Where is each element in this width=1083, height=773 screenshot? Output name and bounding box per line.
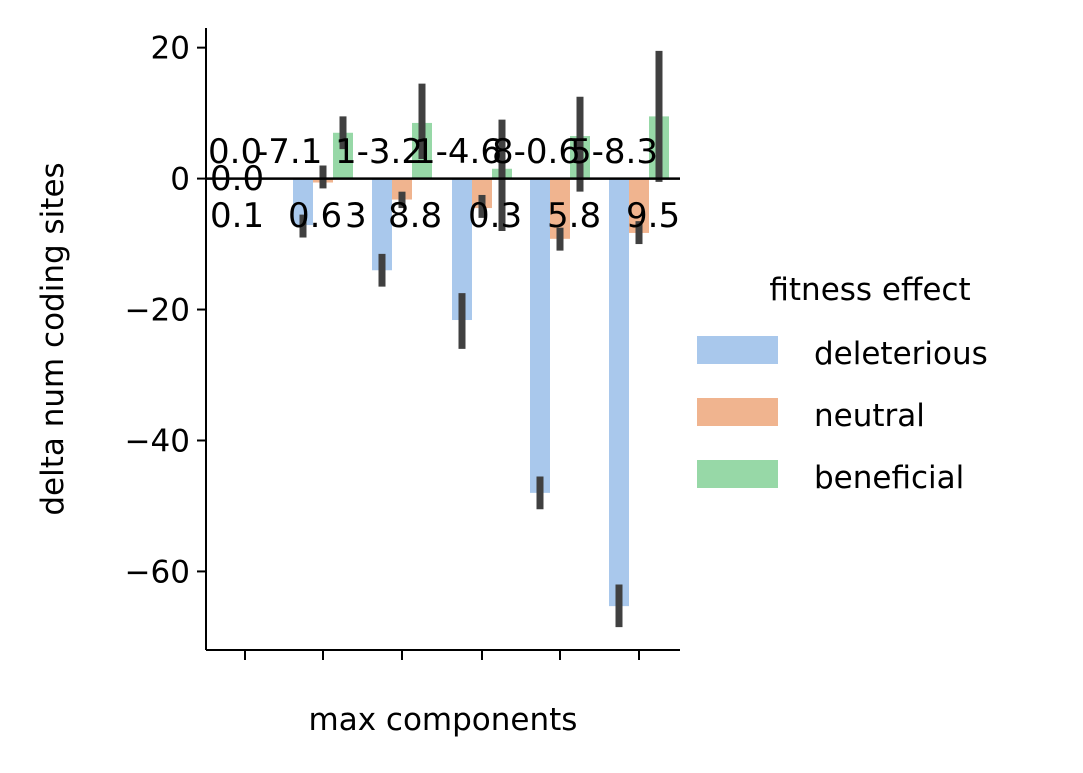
y-tick-label: 20 xyxy=(151,31,190,67)
data-label-bottom: 9.5 xyxy=(626,196,680,236)
data-label-zero: 0.0 xyxy=(210,159,264,199)
data-label-top: 1-3.2 xyxy=(335,132,423,172)
y-tick-label: −60 xyxy=(125,554,190,590)
data-label-top: 1-4.6 xyxy=(414,132,502,172)
legend-label-deleterious: deleterious xyxy=(814,336,988,372)
bar-deleterious-1 xyxy=(293,178,313,226)
data-label-top: 5-8.3 xyxy=(570,132,658,172)
legend-title: fitness effect xyxy=(769,272,970,308)
y-tick-label: −40 xyxy=(125,423,190,459)
data-label-bottom: 0.3 xyxy=(468,196,522,236)
data-label-bottom: 8.8 xyxy=(388,196,442,236)
bar-deleterious-5 xyxy=(609,178,629,607)
bar-neutral-2 xyxy=(392,178,412,200)
y-tick-label: 0 xyxy=(170,162,190,198)
y-axis-label: delta num coding sites xyxy=(35,162,71,515)
y-tick-label: −20 xyxy=(125,293,190,329)
bar-neutral-5 xyxy=(629,178,649,233)
bar-neutral-4 xyxy=(550,178,570,239)
legend-swatch-neutral xyxy=(697,398,778,426)
legend-label-neutral: neutral xyxy=(814,398,925,434)
data-label-top: 8-0.6 xyxy=(492,132,580,172)
data-label-top: -7.1 xyxy=(256,132,322,172)
x-axis-label: max components xyxy=(309,702,578,738)
data-label-top: 0.0 xyxy=(208,132,262,172)
bar-deleterious-3 xyxy=(452,178,472,321)
bar-beneficial-1 xyxy=(333,132,353,179)
bar-deleterious-4 xyxy=(530,178,550,493)
data-label-bottom: 0.1 xyxy=(210,196,264,236)
data-label-bottom: 5.8 xyxy=(547,196,601,236)
legend-label-beneficial: beneficial xyxy=(814,460,964,496)
bar-neutral-3 xyxy=(472,178,492,209)
data-label-bottom: 0.6 xyxy=(288,196,342,236)
bar-deleterious-2 xyxy=(372,178,392,271)
legend-swatch-beneficial xyxy=(697,460,778,488)
data-label-bottom: 3 xyxy=(345,196,367,236)
legend-swatch-deleterious xyxy=(697,336,778,364)
